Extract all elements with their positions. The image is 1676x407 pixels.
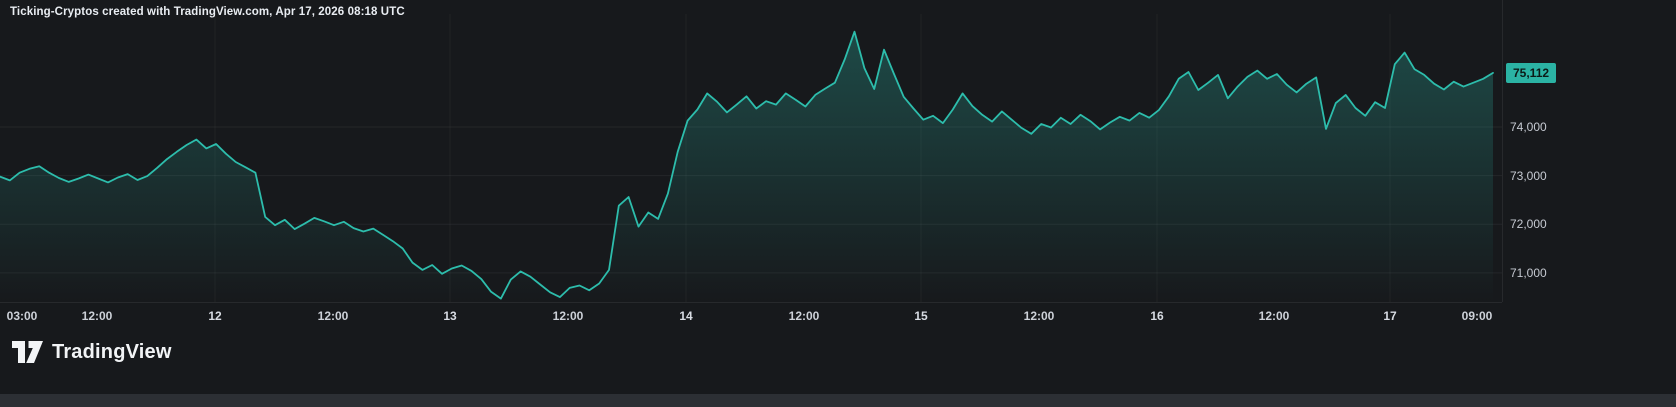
time-axis-label: 12:00 (552, 309, 584, 323)
time-axis-label: 03:00 (6, 309, 38, 323)
time-axis[interactable]: 03:00 12:00 12 12:00 13 12:00 14 12:00 15 12:00 16… (0, 302, 1502, 330)
last-price-badge: 75,112 (1506, 62, 1557, 83)
time-axis-label-day: 15 (914, 309, 928, 323)
time-axis-separator (0, 302, 1502, 303)
price-chart[interactable] (0, 0, 1502, 332)
time-axis-label-day: 13 (443, 309, 457, 323)
time-axis-label-day: 16 (1150, 309, 1164, 323)
price-line (0, 30, 1494, 300)
time-axis-label: 12:00 (1023, 309, 1055, 323)
price-axis-label: 71,000 (1510, 265, 1547, 280)
chart-title-link[interactable]: Ticking-Cryptos created with TradingView… (10, 6, 405, 18)
tradingview-attribution-link[interactable]: TradingView (12, 336, 172, 368)
price-axis-label: 72,000 (1510, 217, 1547, 232)
price-axis-separator (1502, 0, 1503, 302)
price-axis-label: 73,000 (1510, 168, 1547, 183)
bottom-strip (0, 394, 1676, 407)
time-axis-label: 12:00 (81, 309, 113, 323)
tradingview-wordmark: TradingView (52, 340, 172, 363)
price-axis[interactable]: 75,112 74,000 73,000 72,000 71,000 (1502, 0, 1676, 302)
area-fill (0, 31, 1493, 302)
time-axis-label: 12:00 (1258, 309, 1290, 323)
time-axis-label: 09:00 (1461, 309, 1493, 323)
time-axis-label: 12:00 (788, 309, 820, 323)
price-axis-label: 74,000 (1510, 119, 1547, 134)
tradingview-logo-icon (12, 341, 43, 363)
time-axis-label-day: 14 (679, 309, 693, 323)
time-axis-label-day: 12 (208, 309, 222, 323)
time-axis-label-day: 17 (1383, 309, 1397, 323)
time-axis-label: 12:00 (317, 309, 349, 323)
